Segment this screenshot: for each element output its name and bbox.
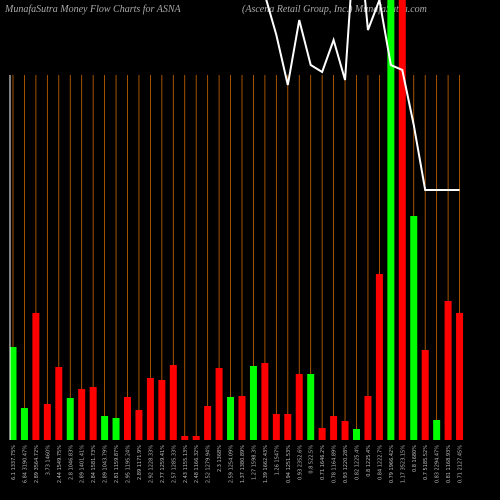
bar <box>330 416 338 440</box>
bar <box>238 396 246 440</box>
bar <box>353 429 360 440</box>
x-tick-label: 0.71 2127.45% <box>458 445 464 483</box>
bar <box>55 367 63 440</box>
x-tick-label: 1.26 1547% <box>274 445 280 475</box>
chart-title: MunafaSutra Money Flow Charts for ASNA <box>4 4 182 15</box>
bar <box>307 374 315 440</box>
bar <box>444 301 452 440</box>
bar <box>112 418 120 440</box>
x-tick-label: 1.39 1662.43% <box>263 445 269 483</box>
bar <box>421 350 429 440</box>
x-tick-label: 0.81 1168.93% <box>446 445 452 483</box>
bar <box>410 216 418 440</box>
bar <box>158 380 166 440</box>
bar <box>101 416 109 440</box>
x-tick-label: 1.17 3523.15% <box>400 445 406 483</box>
x-tick-label: 6.84 3190.47% <box>22 445 28 483</box>
bar <box>284 414 292 440</box>
bar <box>181 436 189 440</box>
x-tick-label: 2.84 1581.73% <box>91 445 97 483</box>
x-tick-label: 0.8 1225.4% <box>366 445 372 477</box>
bar <box>295 374 303 440</box>
bar <box>456 313 464 440</box>
x-tick-label: 0.79 1966.42% <box>389 445 395 483</box>
x-tick-label: 2.77 1259.41% <box>160 445 166 483</box>
x-tick-label: 3.73 1460% <box>45 445 51 475</box>
bar <box>341 421 349 440</box>
x-tick-label: 2.89 3564.72% <box>34 445 40 483</box>
bar <box>433 420 441 440</box>
x-tick-label: 2.43 1155.13% <box>183 445 189 483</box>
x-tick-label: 2.89 1171.9% <box>137 445 143 480</box>
bar <box>20 408 28 440</box>
bar <box>318 428 326 440</box>
money-flow-line <box>265 0 460 191</box>
x-tick-label: 0.7 5185.52% <box>423 445 429 480</box>
bar <box>375 274 383 440</box>
x-tick-label: 0.8 522.5% <box>309 445 315 474</box>
x-tick-label: 0.78 1164.89% <box>332 445 338 483</box>
bar <box>146 378 154 440</box>
x-tick-label: 2.3 1368% <box>217 445 223 472</box>
x-tick-label: 0.84 1222.7% <box>377 445 383 480</box>
x-tick-label: 0.94 1251.53% <box>286 445 292 483</box>
x-tick-label: 0.83 2294.47% <box>435 445 441 483</box>
bar <box>9 347 17 440</box>
x-tick-label: 1.37 1380.89% <box>240 445 246 483</box>
bar <box>135 410 143 440</box>
x-tick-label: 2.59 1254.09% <box>229 445 235 483</box>
bar <box>215 368 223 440</box>
x-tick-label: 0.82 1225.4% <box>355 445 361 480</box>
bar <box>227 397 235 440</box>
bar <box>387 0 395 440</box>
bar <box>43 404 51 440</box>
x-tick-label: 2.81 1159.87% <box>114 445 120 483</box>
x-tick-label: 2.8 1046.83% <box>68 445 74 480</box>
x-tick-label: 2.44 1549.75% <box>57 445 63 483</box>
x-tick-label: 6.1 1337.75% <box>11 445 17 480</box>
x-tick-label: 2.48 1166.32% <box>194 445 200 483</box>
x-tick-label: 2.52 1279.94% <box>206 445 212 483</box>
x-tick-label: 0.71 1646.2% <box>320 445 326 480</box>
x-tick-label: 0.93 1220.28% <box>343 445 349 483</box>
chart-subtitle: (Ascena Retail Group, Inc.) MunafaSutra.… <box>242 4 427 15</box>
bar <box>89 387 97 440</box>
x-tick-label: 2.57 1285.33% <box>171 445 177 483</box>
bar <box>261 363 269 440</box>
bar <box>272 414 280 440</box>
x-tick-label: 2.92 1228.33% <box>148 445 154 483</box>
bar <box>66 398 74 440</box>
bar <box>398 0 406 440</box>
x-tick-label: 2.89 1043.79% <box>103 445 109 483</box>
bar <box>124 397 131 440</box>
bar <box>32 313 40 440</box>
x-tick-label: 2.95 1195.24% <box>126 445 132 483</box>
bar <box>78 389 86 440</box>
x-tick-label: 0.8 1680% <box>412 445 418 472</box>
x-tick-label: 0.93 2352.6% <box>297 445 303 480</box>
bar <box>169 365 177 440</box>
bar <box>364 396 372 440</box>
bar <box>204 406 212 440</box>
x-tick-label: 1.27 1598.3% <box>251 445 257 480</box>
x-tick-label: 2.89 1401.41% <box>80 445 86 483</box>
bar <box>249 366 257 440</box>
bar <box>192 436 200 440</box>
